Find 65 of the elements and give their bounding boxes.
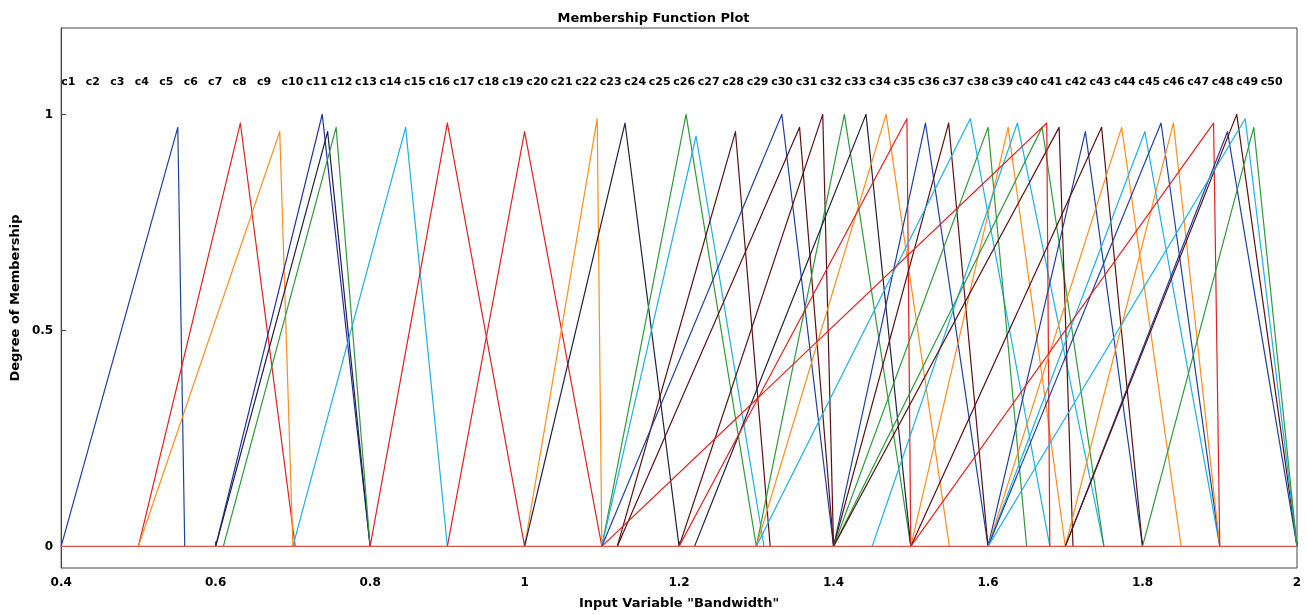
annotation: c11: [306, 75, 328, 88]
x-tick-label: 1.4: [822, 575, 845, 589]
annotation: c32: [820, 75, 842, 88]
annotation: c27: [697, 75, 720, 88]
annotation: c37: [942, 75, 965, 88]
annotation: c3: [110, 75, 125, 88]
annotation: c7: [208, 75, 223, 88]
annotation: c33: [844, 75, 867, 88]
annotation: c5: [159, 75, 174, 88]
x-tick-label: 2: [1292, 575, 1302, 589]
annotation: c28: [722, 75, 745, 88]
annotation: c18: [477, 75, 500, 88]
annotation: c25: [648, 75, 671, 88]
annotation: c50: [1260, 75, 1283, 88]
annotation: c4: [134, 75, 150, 88]
annotation: c9: [257, 75, 272, 88]
annotation: c38: [967, 75, 989, 88]
annotation: c1: [61, 75, 76, 88]
x-tick-label: 1.2: [668, 575, 690, 589]
annotation: c34: [869, 75, 892, 88]
y-axis-title: Degree of Membership: [7, 214, 22, 382]
annotation: c16: [428, 75, 451, 88]
annotation: c15: [403, 75, 426, 88]
x-tick-label: 0.4: [50, 575, 72, 589]
x-tick-label: 1: [520, 575, 529, 589]
annotation: c22: [575, 75, 598, 88]
annotation: c13: [355, 75, 377, 88]
annotation: c30: [771, 75, 794, 88]
annotation: c19: [501, 75, 524, 88]
annotation: c44: [1113, 75, 1137, 88]
annotation: c21: [550, 75, 573, 88]
annotation: c20: [526, 75, 549, 88]
annotation: c39: [991, 75, 1014, 88]
x-axis-title: Input Variable "Bandwidth": [578, 595, 780, 610]
annotation: c29: [746, 75, 769, 88]
annotation: c2: [85, 75, 100, 88]
annotation: c31: [795, 75, 818, 88]
chart-title: Membership Function Plot: [557, 10, 750, 25]
annotation: c49: [1236, 75, 1259, 88]
annotation: c17: [452, 75, 475, 88]
annotation: c26: [673, 75, 696, 88]
annotation: c43: [1089, 75, 1112, 88]
annotation: c12: [330, 75, 353, 88]
y-tick-label: 0: [44, 539, 54, 554]
x-tick-label: 0.8: [359, 575, 381, 589]
annotation: c46: [1162, 75, 1186, 88]
annotation: c47: [1187, 75, 1210, 88]
annotation: c8: [232, 75, 247, 88]
annotation: c24: [624, 75, 647, 88]
annotation: c42: [1064, 75, 1087, 88]
annotation: c36: [918, 75, 941, 88]
annotation: c14: [379, 75, 402, 88]
x-tick-label: 0.6: [205, 575, 227, 589]
annotation: c40: [1015, 75, 1039, 88]
y-tick-label: 0.5: [31, 323, 54, 338]
annotation: c41: [1040, 75, 1063, 88]
annotation: c6: [183, 75, 199, 88]
annotation: c23: [599, 75, 622, 88]
annotation: c45: [1138, 75, 1161, 88]
x-tick-label: 1.8: [1131, 575, 1154, 589]
annotation: c10: [281, 75, 304, 88]
annotation: c48: [1211, 75, 1234, 88]
y-tick-label: 1: [44, 107, 54, 122]
x-tick-label: 1.6: [977, 575, 999, 589]
annotation: c35: [893, 75, 916, 88]
